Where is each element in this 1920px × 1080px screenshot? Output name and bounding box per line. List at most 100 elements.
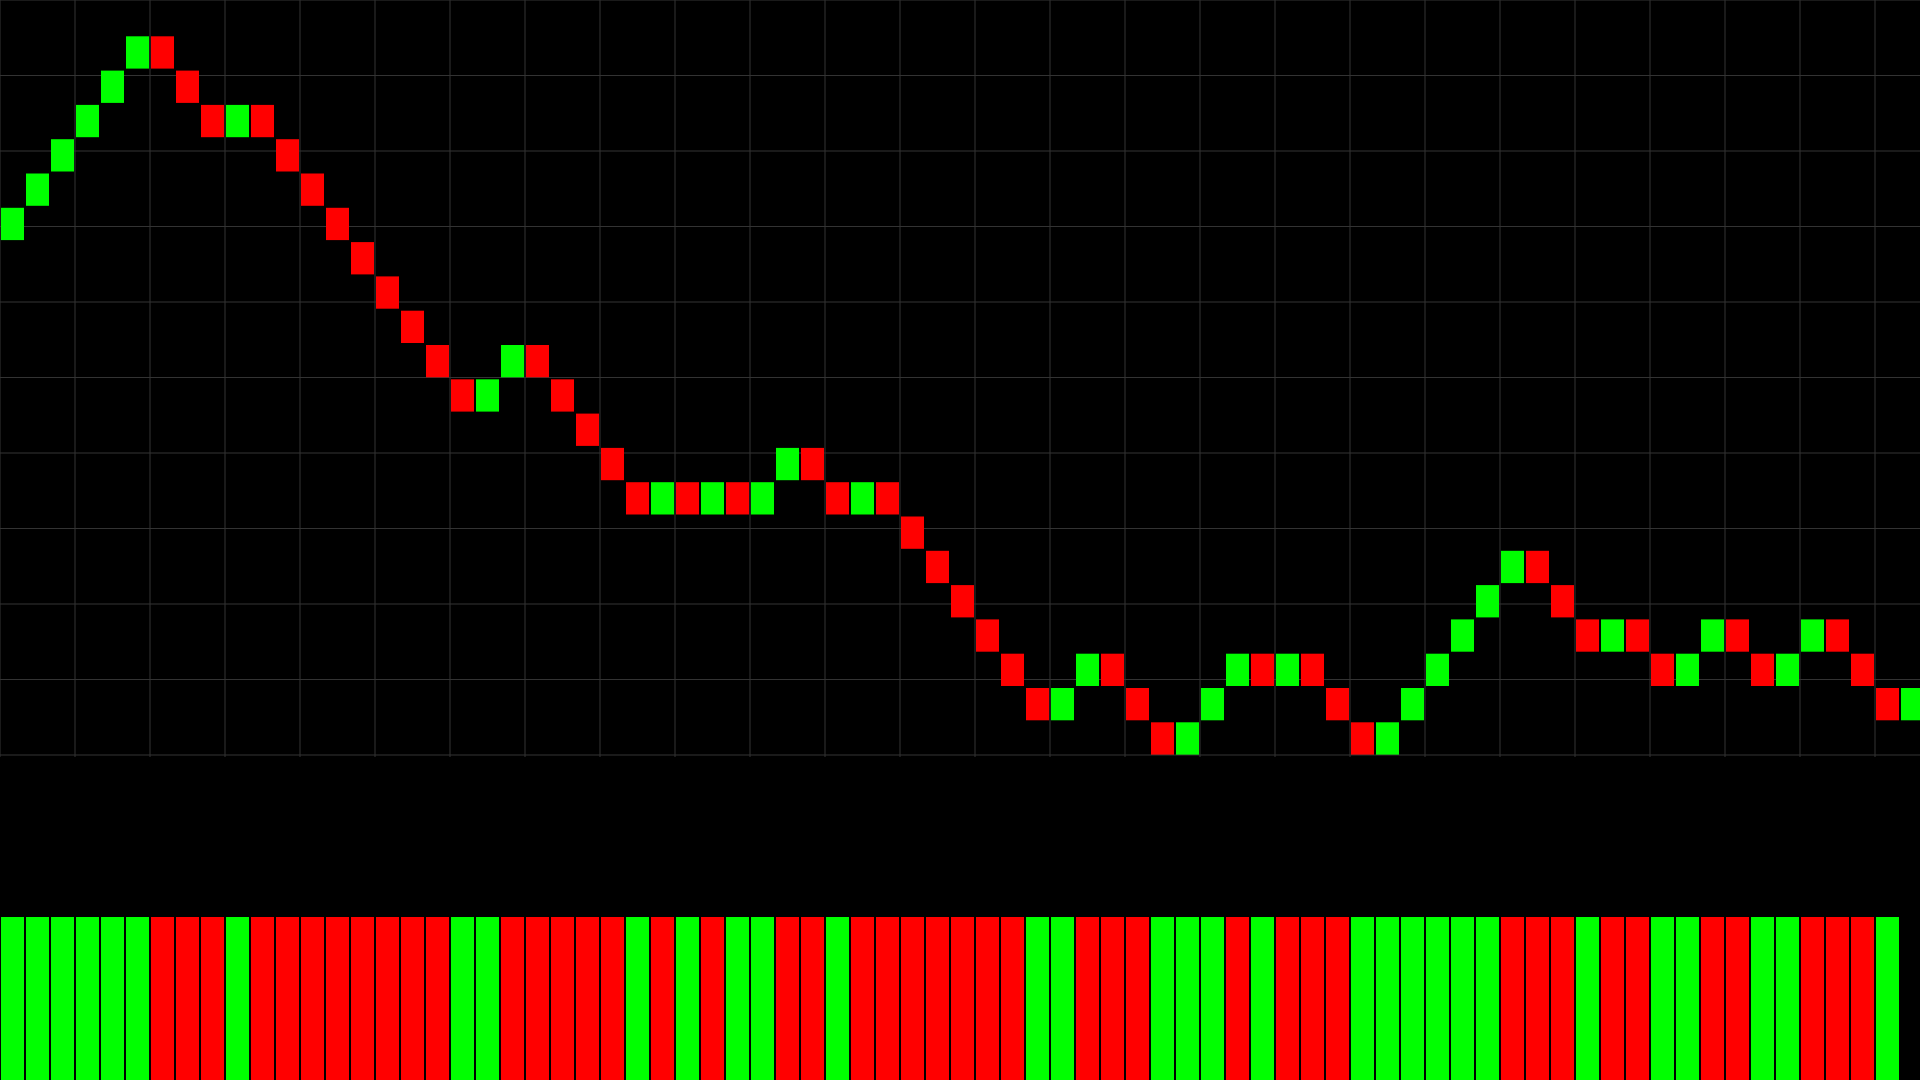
volume-bar-down [501, 917, 524, 1080]
volume-bar-down [776, 917, 799, 1080]
volume-bar-up [1201, 917, 1224, 1080]
volume-bar-up [451, 917, 474, 1080]
renko-brick-down [1001, 653, 1024, 686]
renko-brick-up [1376, 722, 1399, 755]
volume-bar-down [1076, 917, 1099, 1080]
volume-bar-up [1026, 917, 1049, 1080]
volume-bars [1, 917, 1899, 1080]
volume-bar-down [1551, 917, 1574, 1080]
renko-brick-up [1801, 619, 1824, 652]
renko-brick-up [651, 482, 674, 515]
volume-bar-up [1451, 917, 1474, 1080]
volume-bar-up [476, 917, 499, 1080]
volume-bar-down [951, 917, 974, 1080]
renko-brick-down [251, 104, 274, 138]
renko-brick-down [176, 70, 199, 103]
volume-bar-down [1226, 917, 1249, 1080]
renko-brick-down [401, 310, 424, 343]
renko-brick-down [676, 482, 699, 515]
grid-lines [0, 0, 1920, 757]
volume-bar-up [1876, 917, 1899, 1080]
renko-brick-down [826, 482, 849, 515]
volume-bar-up [1176, 917, 1199, 1080]
renko-brick-up [1776, 653, 1799, 686]
renko-brick-up [1451, 619, 1474, 652]
volume-bar-down [1626, 917, 1649, 1080]
renko-brick-down [451, 379, 474, 412]
renko-brick-down [1626, 619, 1649, 652]
volume-bar-up [826, 917, 849, 1080]
volume-bar-down [576, 917, 599, 1080]
volume-bar-up [1651, 917, 1674, 1080]
renko-brick-down [151, 36, 174, 69]
renko-brick-up [1076, 653, 1099, 686]
renko-brick-down [1351, 722, 1374, 755]
renko-brick-down [976, 619, 999, 652]
renko-bricks [1, 36, 1920, 755]
renko-brick-down [876, 482, 899, 515]
renko-brick-up [1701, 619, 1724, 652]
renko-brick-down [1251, 653, 1274, 686]
renko-brick-down [801, 447, 824, 481]
volume-bar-down [301, 917, 324, 1080]
renko-brick-down [1576, 619, 1599, 652]
renko-brick-up [101, 70, 124, 103]
renko-brick-up [476, 379, 499, 412]
renko-brick-down [726, 482, 749, 515]
volume-bar-down [1726, 917, 1749, 1080]
volume-bar-down [651, 917, 674, 1080]
renko-brick-up [701, 482, 724, 515]
renko-brick-down [901, 516, 924, 549]
renko-brick-down [1526, 550, 1549, 584]
renko-brick-up [1401, 688, 1424, 721]
volume-bar-up [1351, 917, 1374, 1080]
volume-bar-down [1276, 917, 1299, 1080]
volume-bar-up [51, 917, 74, 1080]
volume-bar-down [1126, 917, 1149, 1080]
volume-bar-down [1601, 917, 1624, 1080]
renko-brick-up [1201, 688, 1224, 721]
volume-bar-up [1, 917, 24, 1080]
volume-bar-down [376, 917, 399, 1080]
volume-bar-up [101, 917, 124, 1080]
renko-brick-up [126, 36, 149, 69]
renko-brick-up [1051, 688, 1074, 721]
volume-bar-up [1576, 917, 1599, 1080]
volume-bar-up [1476, 917, 1499, 1080]
renko-brick-down [576, 413, 599, 446]
renko-brick-down [926, 550, 949, 584]
renko-brick-up [1176, 722, 1199, 755]
volume-bar-down [876, 917, 899, 1080]
renko-brick-up [776, 447, 799, 481]
renko-brick-up [26, 173, 49, 206]
volume-bar-down [251, 917, 274, 1080]
volume-bar-down [401, 917, 424, 1080]
renko-brick-down [1651, 653, 1674, 686]
renko-brick-down [601, 447, 624, 481]
volume-bar-up [1151, 917, 1174, 1080]
renko-brick-down [1126, 688, 1149, 721]
volume-bar-up [626, 917, 649, 1080]
renko-brick-down [351, 242, 374, 275]
volume-bar-down [276, 917, 299, 1080]
renko-brick-up [1476, 585, 1499, 618]
volume-bar-down [1801, 917, 1824, 1080]
volume-bar-down [151, 917, 174, 1080]
renko-brick-up [226, 104, 249, 138]
volume-bar-down [176, 917, 199, 1080]
volume-bar-down [1101, 917, 1124, 1080]
volume-bar-down [801, 917, 824, 1080]
renko-brick-down [551, 379, 574, 412]
renko-brick-up [76, 104, 99, 138]
volume-bar-up [76, 917, 99, 1080]
volume-bar-down [551, 917, 574, 1080]
volume-bar-up [726, 917, 749, 1080]
renko-brick-down [426, 345, 449, 378]
renko-brick-down [951, 585, 974, 618]
volume-bar-down [1501, 917, 1524, 1080]
volume-bar-up [1676, 917, 1699, 1080]
volume-bar-up [751, 917, 774, 1080]
renko-brick-down [201, 104, 224, 138]
renko-brick-down [376, 276, 399, 309]
renko-brick-up [1901, 688, 1920, 721]
